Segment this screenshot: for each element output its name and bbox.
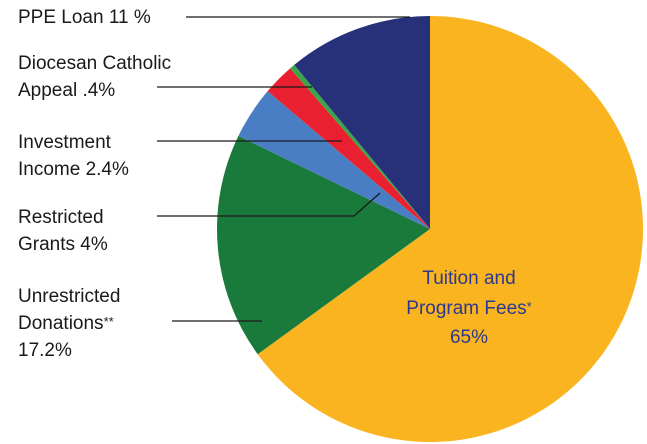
label-restricted-line2: Grants 4% [18,234,108,255]
label-unrestricted-line2-text: Donations [18,313,104,334]
label-restricted-line1: Restricted [18,207,104,228]
pie-slice-restricted-grants [238,91,430,230]
label-diocesan-line1: Diocesan Catholic [18,53,171,74]
label-tuition-line2-text: Program Fees [406,298,526,319]
pie-slice-tuition-and-program-fees [257,16,643,442]
pie-slice-investment-income [267,68,430,229]
pie-slice-ppe-loan [294,16,430,229]
leader-line-restricted [157,192,381,217]
pie-slice-diocesan-catholic-appeal [290,64,430,229]
label-unrestricted-line2: Donations** [18,313,114,334]
label-ppe: PPE Loan 11 % [18,7,151,28]
label-tuition-line1: Tuition and [422,268,515,289]
pie-slices [217,16,643,442]
label-tuition-line2: Program Fees* [406,298,531,319]
label-investment-line2: Income 2.4% [18,159,129,180]
label-unrestricted-line1: Unrestricted [18,286,120,307]
label-unrestricted-line3: 17.2% [18,340,72,361]
label-investment-line1: Investment [18,132,112,153]
label-tuition-footnote-mark: * [527,299,532,314]
label-unrestricted-footnote-mark: ** [104,314,114,329]
label-tuition-line3: 65% [450,327,488,348]
pie-slice-unrestricted-donations [217,135,430,355]
label-diocesan-line2: Appeal .4% [18,80,115,101]
